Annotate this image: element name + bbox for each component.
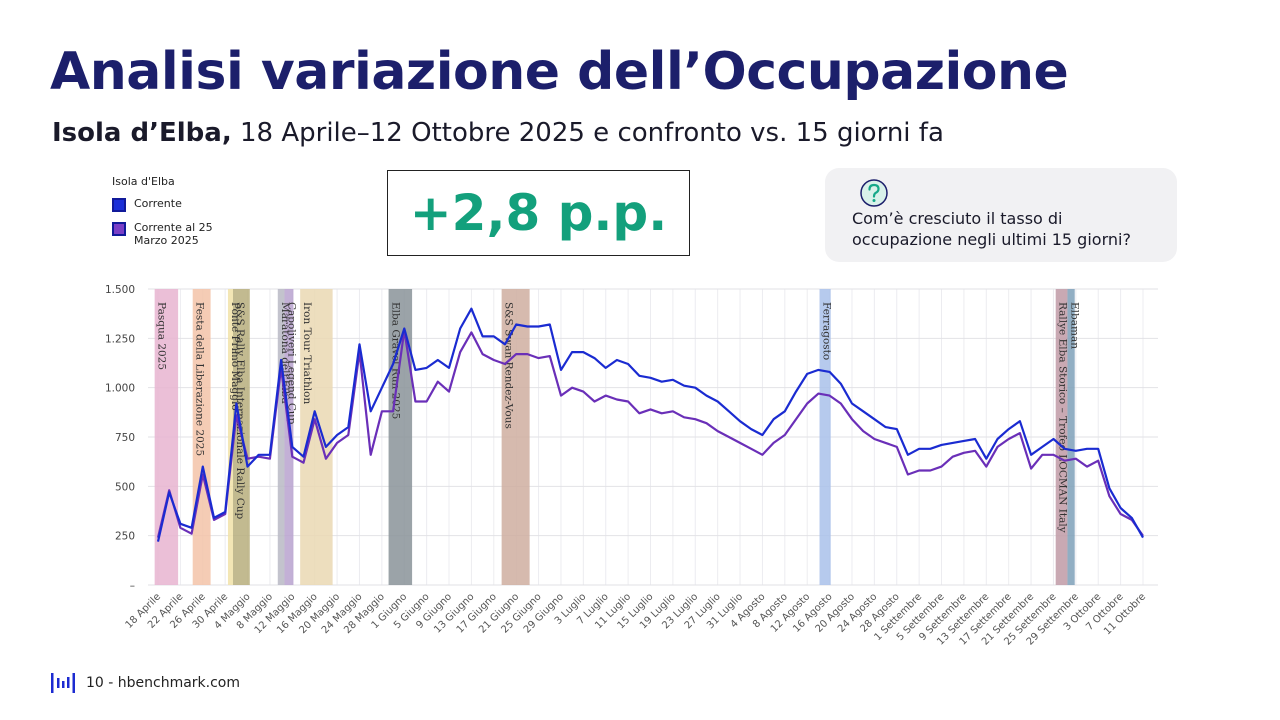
event-label: Capoliveri Legend Cup: [285, 302, 297, 425]
event-band: [1055, 289, 1068, 585]
event-label: Pasqua 2025: [156, 302, 168, 370]
event-label: Elba Gravel Run 2025: [390, 302, 402, 419]
legend-swatch: [112, 222, 126, 236]
legend-title: Isola d'Elba: [112, 175, 175, 188]
logo: [51, 673, 75, 693]
event-band: [300, 289, 333, 585]
event-label: Elbaman: [1068, 302, 1080, 349]
event-band: [227, 289, 233, 585]
y-tick-label: 750: [115, 432, 135, 444]
question-icon: [860, 179, 888, 207]
y-tick-label: 1.500: [105, 284, 135, 296]
event-label: S&S Rally Elba Internazionale Rally Cup: [234, 302, 246, 520]
event-label: S&S Swan Rendez-Vous: [503, 302, 515, 429]
series-line: [156, 307, 1144, 542]
event-label: Ponte Primo Maggio: [229, 302, 241, 411]
legend-label: Corrente al 25 Marzo 2025: [134, 221, 213, 247]
event-label: Iron Tour Triathlon: [301, 302, 313, 405]
y-tick-label: 1.000: [105, 383, 135, 395]
subtitle: Isola d’Elba, 18 Aprile–12 Ottobre 2025 …: [52, 118, 944, 148]
event-label: Ferragosto: [821, 302, 833, 360]
event-band: [501, 289, 530, 585]
series-line: [156, 329, 1144, 538]
subtitle-bold: Isola d’Elba,: [52, 118, 232, 148]
y-tick-label: 500: [115, 481, 135, 493]
y-tick-label: 250: [115, 531, 135, 543]
title: Analisi variazione dell’Occupazione: [50, 42, 1069, 102]
legend-entries: Corrente Corrente al 25 Marzo 2025: [112, 197, 229, 247]
event-band: [277, 289, 285, 585]
event-band: [1067, 289, 1075, 585]
question-text: Com’è cresciuto il tasso di occupazione …: [852, 209, 1131, 249]
y-tick-label: 1.250: [105, 333, 135, 345]
y-tick-label: –: [130, 580, 135, 592]
footer: 10 - hbenchmark.com: [50, 671, 240, 695]
legend-label: Corrente: [134, 197, 182, 210]
legend-entry: Corrente al 25 Marzo 2025: [112, 221, 229, 247]
legend-swatch: [112, 198, 126, 212]
legend: Isola d'Elba Corrente Corrente al 25 Marz…: [112, 175, 229, 247]
event-label: Rallye Elba Storico – Trofeo LOCMAN Ital…: [1057, 302, 1069, 533]
question-box: Com’è cresciuto il tasso di occupazione …: [825, 168, 1177, 262]
subtitle-text: 18 Aprile–12 Ottobre 2025 e confronto vs…: [239, 118, 944, 148]
legend-entry: Corrente: [112, 197, 229, 212]
event-band: [819, 289, 831, 585]
kpi-value: +2,8 p.p.: [387, 170, 690, 256]
footer-text: 10 - hbenchmark.com: [86, 675, 241, 691]
chart: – 250 500 750 1.000 1.250 1.500 Pasqua 2025 Fest…: [105, 284, 1158, 648]
event-band: [192, 289, 211, 585]
event-band: [154, 289, 179, 585]
event-label: Festa della Liberazione 2025: [194, 302, 206, 456]
